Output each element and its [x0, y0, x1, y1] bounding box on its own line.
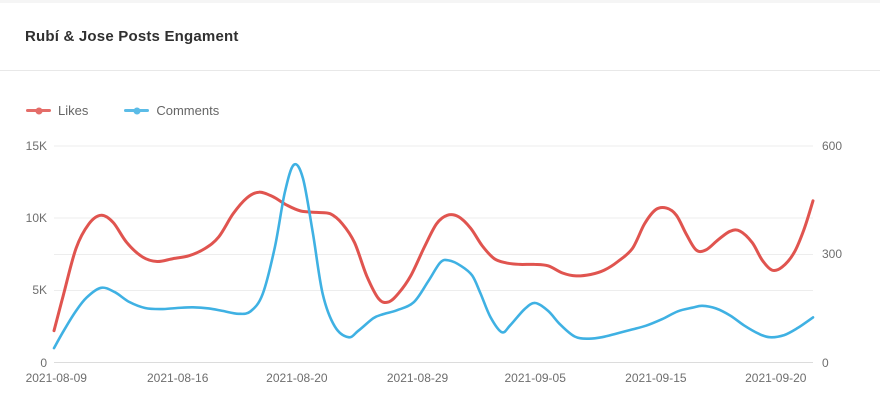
x-axis-tick-label: 2021-09-20 — [745, 371, 807, 385]
legend-label-likes: Likes — [58, 103, 89, 118]
x-axis-tick-label: 2021-08-29 — [386, 371, 449, 385]
x-axis-tick-label: 2021-09-05 — [504, 371, 566, 385]
legend-label-comments: Comments — [156, 103, 220, 118]
likes-line-icon — [26, 107, 51, 114]
x-axis-tick-label: 2021-09-15 — [625, 371, 687, 385]
y-axis-left-tick-label: 0 — [40, 355, 47, 370]
comments-series-line — [52, 162, 815, 350]
likes-series-line — [52, 190, 815, 333]
comments-line-icon — [124, 107, 150, 114]
y-axis-left-tick-label: 5K — [32, 283, 47, 298]
y-axis-right-tick-label: 300 — [822, 247, 843, 262]
x-axis-tick-label: 2021-08-16 — [147, 371, 209, 385]
legend-item-likes[interactable]: Likes — [26, 103, 88, 118]
card-header: Rubí & Jose Posts Engament — [0, 3, 880, 71]
y-axis-left-tick-label: 10K — [25, 211, 47, 226]
comments-dot-icon — [133, 107, 141, 114]
legend: Likes Comments — [26, 103, 219, 118]
legend-item-comments[interactable]: Comments — [124, 103, 219, 118]
y-axis-left-tick-label: 15K — [25, 139, 47, 153]
y-axis-right-tick-label: 600 — [822, 139, 843, 153]
y-axis-right-tick-label: 0 — [822, 355, 829, 370]
x-axis-tick-label: 2021-08-20 — [266, 371, 328, 385]
top-edge-strip — [0, 0, 880, 3]
chart-title: Rubí & Jose Posts Engament — [25, 28, 239, 45]
x-axis-tick-label: 2021-08-09 — [25, 371, 87, 385]
likes-dot-icon — [35, 107, 42, 114]
